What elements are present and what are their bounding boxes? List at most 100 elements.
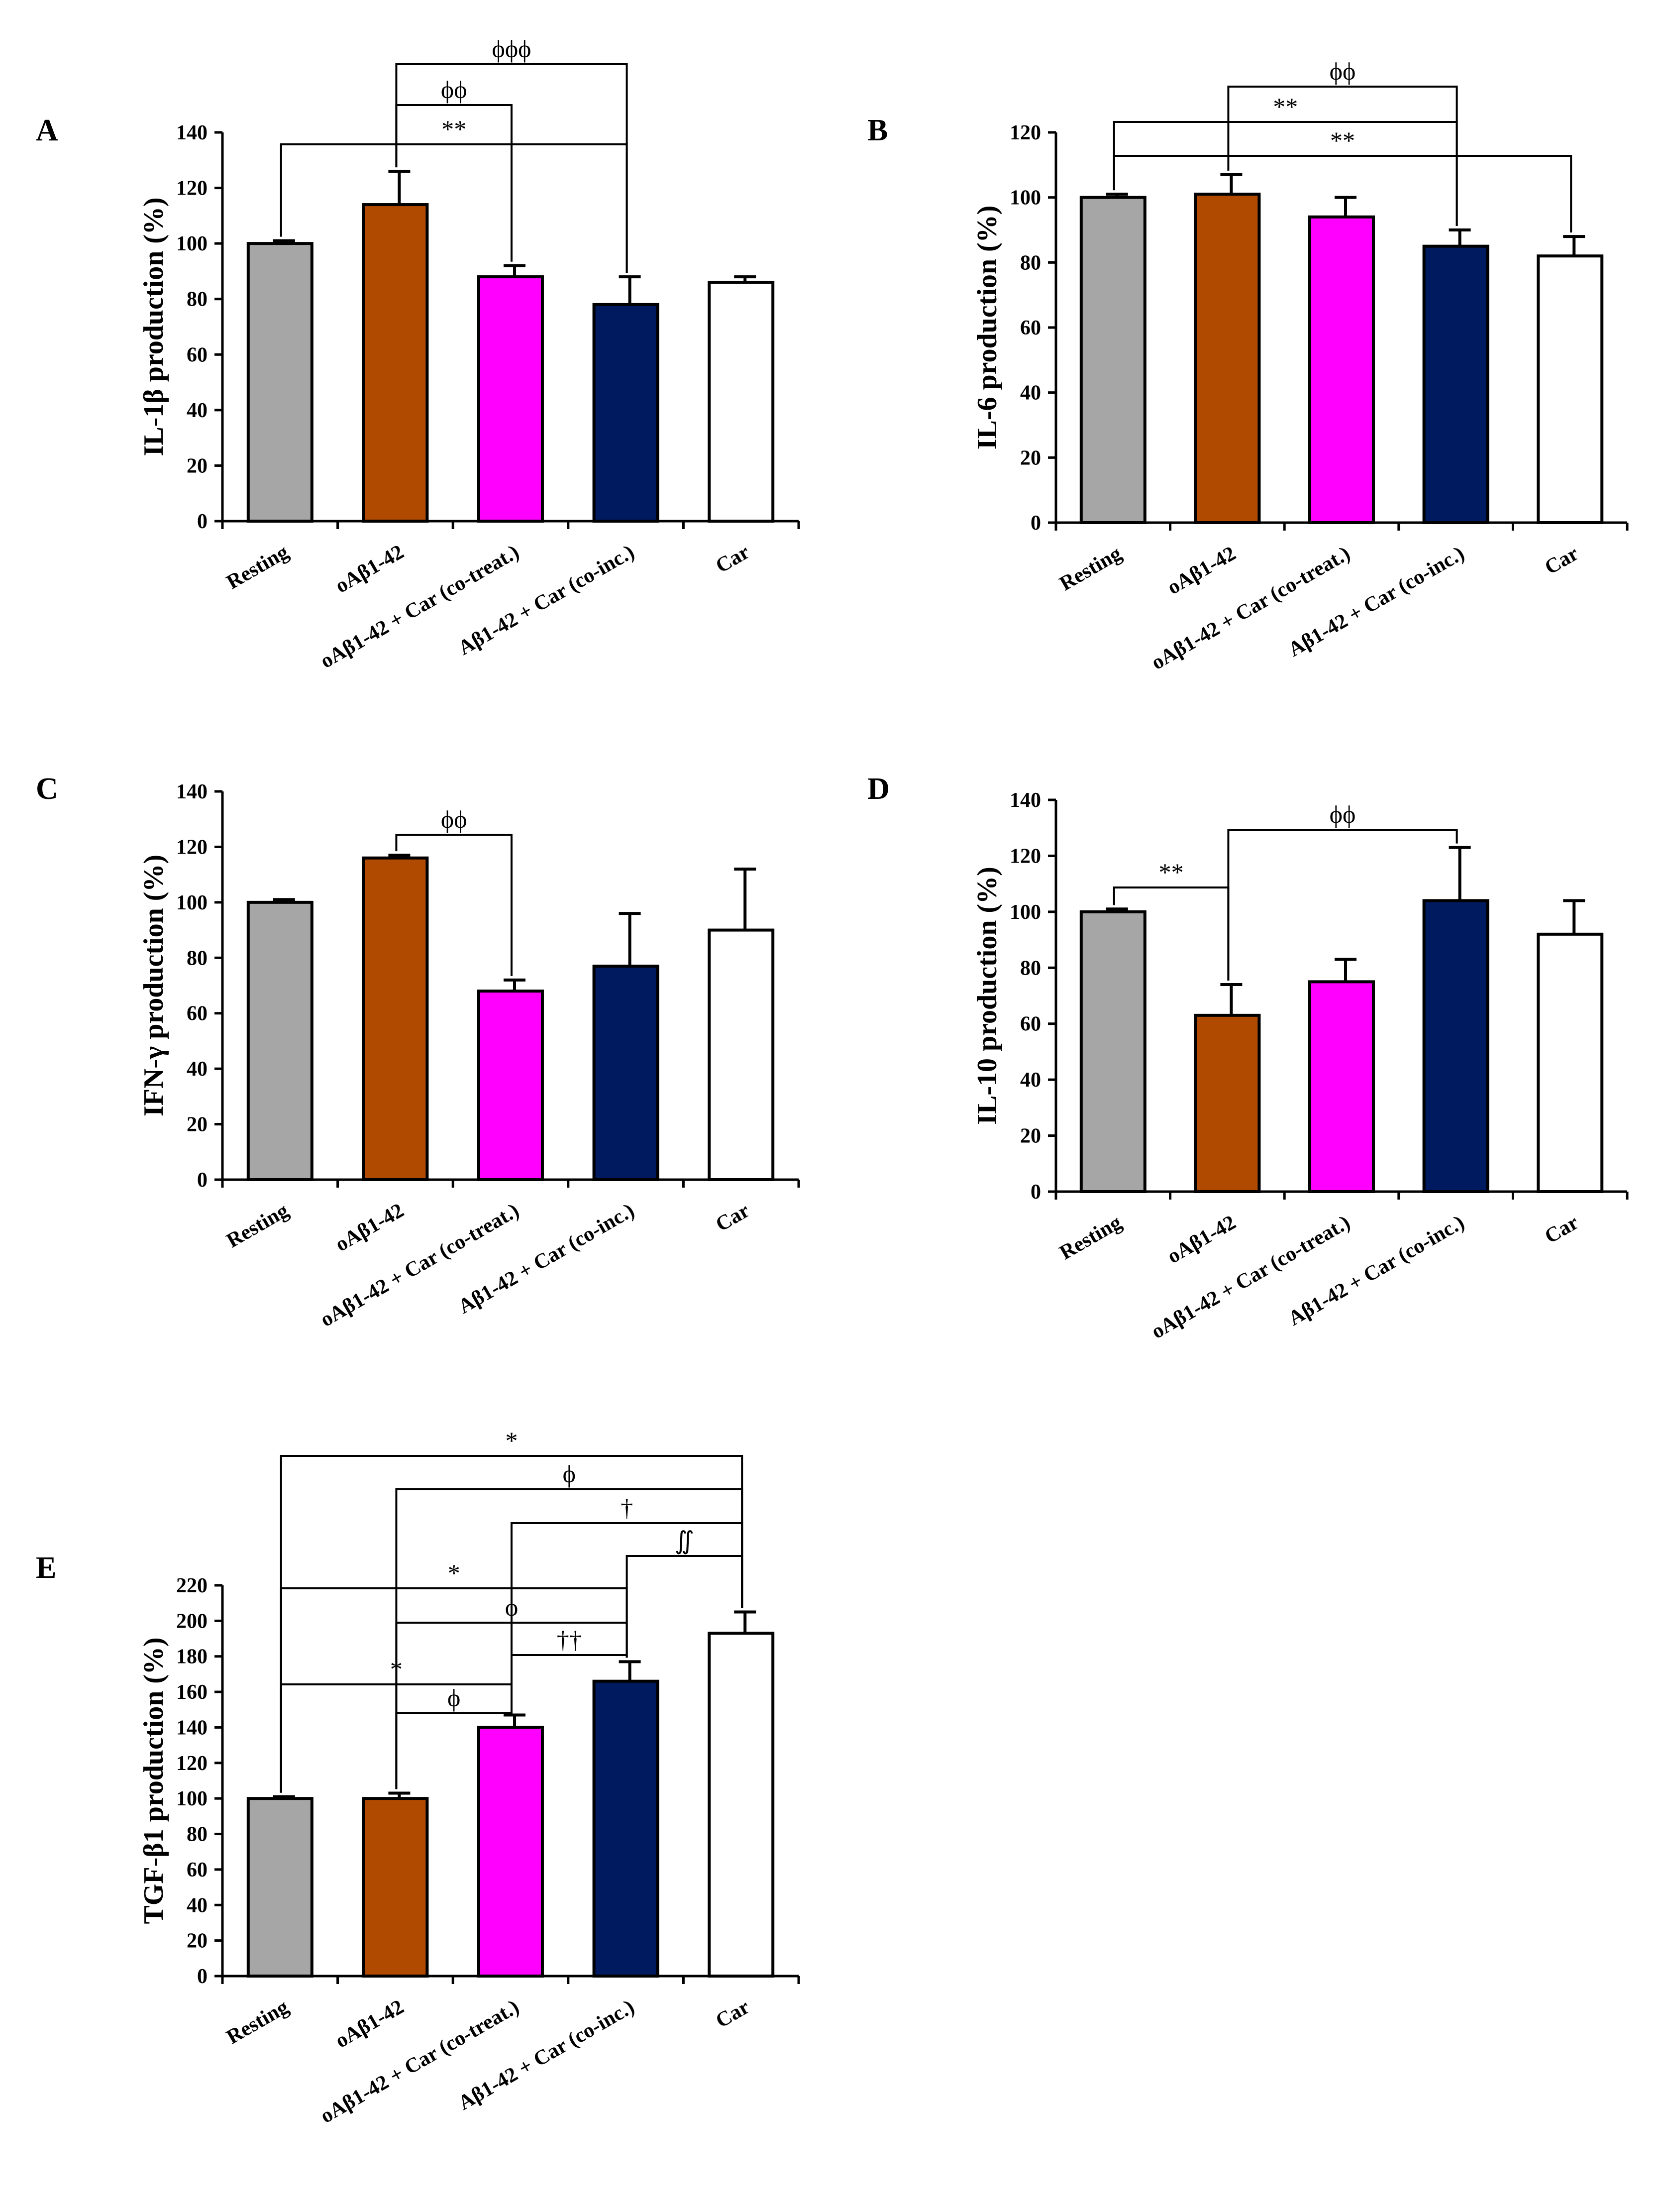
- y-tick-label: 120: [1010, 121, 1041, 144]
- x-tick-label: oAβ1-42 + Car (co-treat.): [316, 541, 523, 673]
- bar-a-1-42-car-co-inc: [592, 1679, 659, 1978]
- y-tick-label: 0: [197, 510, 208, 533]
- y-tick-label: 120: [176, 836, 208, 859]
- y-tick-label: 180: [176, 1646, 208, 1668]
- panel-a: A 0 20 40 60 80 100 120 140 IL-1β production (%) R…: [36, 35, 800, 673]
- significance-label: **: [441, 115, 466, 143]
- significance-bracket: [395, 104, 513, 262]
- y-tick-label: 140: [176, 1716, 208, 1739]
- significance-bracket: [1113, 155, 1572, 233]
- y-tick-label: 100: [1010, 187, 1041, 210]
- x-tick-label: Car: [1541, 1211, 1583, 1248]
- bar-car: [708, 1632, 775, 1978]
- x-tick-label: oAβ1-42: [1163, 1211, 1240, 1268]
- panel-letter: D: [867, 772, 890, 806]
- x-tick-label: oAβ1-42: [331, 1995, 408, 2053]
- significance-label: ϕϕ: [441, 805, 467, 833]
- significance-label: *: [448, 1559, 460, 1587]
- panel-e: E 0 20 40 60 80 100 120 140 160 180 200 220 TGF-β1 pr…: [36, 1427, 800, 2128]
- y-axis-label: IL-1β production (%): [138, 197, 169, 456]
- significance-bracket: [395, 1622, 628, 1789]
- bar-car: [708, 281, 775, 523]
- x-tick-label: Resting: [1056, 1211, 1126, 1265]
- bar-oa-1-42-car-co-treat: [1308, 980, 1375, 1193]
- significance-bracket: [395, 834, 513, 976]
- y-tick-label: 0: [197, 1965, 208, 1988]
- y-tick-label: 20: [1020, 446, 1041, 469]
- panel-letter: A: [36, 113, 58, 147]
- y-tick-label: 200: [176, 1610, 208, 1633]
- significance-label: ϕϕ: [1330, 800, 1356, 828]
- y-tick-label: 140: [176, 780, 208, 803]
- y-tick-label: 140: [176, 121, 208, 144]
- significance-bracket: [1113, 886, 1230, 981]
- bar-oa-1-42: [1194, 1013, 1261, 1193]
- significance-label: **: [1159, 858, 1184, 886]
- x-tick-label: Car: [1541, 542, 1583, 579]
- x-tick-label: oAβ1-42: [331, 1199, 408, 1256]
- x-tick-label: oAβ1-42 + Car (co-treat.): [316, 1199, 523, 1331]
- y-tick-label: 0: [1031, 1181, 1041, 1204]
- panel-letter: E: [36, 1551, 56, 1585]
- panel-letter: B: [867, 113, 888, 147]
- y-tick-label: 120: [1010, 845, 1041, 868]
- panel-b: B 0 20 40 60 80 100 120 IL-6 production (%) Resti…: [867, 57, 1629, 674]
- significance-label: ∬: [675, 1527, 694, 1554]
- significance-label: **: [1273, 93, 1298, 120]
- y-tick-label: 20: [187, 1113, 208, 1136]
- y-axis-label: IFN-γ production (%): [138, 855, 169, 1116]
- bar-resting: [1079, 196, 1147, 524]
- y-tick-label: 100: [1010, 901, 1041, 924]
- y-tick-label: 80: [187, 288, 208, 311]
- bar-oa-1-42: [362, 203, 429, 523]
- significance-bracket: [280, 1683, 513, 1793]
- bar-car: [1537, 932, 1604, 1194]
- bar-oa-1-42: [362, 856, 429, 1181]
- panel-c: C 0 20 40 60 80 100 120 140 IFN-γ production (%) R…: [36, 772, 800, 1331]
- bar-oa-1-42: [362, 1797, 429, 1978]
- bar-car: [1537, 254, 1604, 524]
- y-tick-label: 80: [187, 1823, 208, 1846]
- bar-oa-1-42-car-co-treat: [477, 990, 544, 1181]
- x-tick-label: Resting: [1056, 542, 1126, 596]
- y-tick-label: 20: [1020, 1125, 1041, 1148]
- bar-resting: [246, 242, 313, 523]
- y-tick-label: 60: [1020, 317, 1041, 339]
- x-tick-label: oAβ1-42: [331, 541, 408, 598]
- panel-d: D 0 20 40 60 80 100 120 140 IL-10 production (%) R…: [867, 772, 1629, 1343]
- y-tick-label: 100: [176, 232, 208, 255]
- x-tick-label: oAβ1-42: [1163, 542, 1240, 599]
- significance-label: ††: [557, 1626, 582, 1654]
- y-axis-label: IL-6 production (%): [972, 206, 1003, 450]
- significance-label: *: [390, 1655, 403, 1683]
- y-tick-label: 20: [187, 1930, 208, 1953]
- significance-label: ϕ: [505, 1593, 518, 1621]
- y-tick-label: 80: [1020, 251, 1041, 274]
- x-tick-label: oAβ1-42 + Car (co-treat.): [1147, 542, 1354, 674]
- significance-label: *: [506, 1427, 518, 1454]
- x-tick-label: Car: [712, 1199, 754, 1236]
- y-tick-label: 60: [187, 1859, 208, 1881]
- panel-letter: C: [36, 772, 58, 806]
- y-tick-label: 140: [1010, 789, 1041, 812]
- y-tick-label: 40: [187, 1058, 208, 1081]
- x-tick-label: Resting: [223, 1199, 293, 1253]
- y-tick-label: 100: [176, 1787, 208, 1810]
- bar-oa-1-42-car-co-treat: [477, 275, 544, 523]
- y-tick-label: 60: [1020, 1013, 1041, 1036]
- x-tick-label: oAβ1-42 + Car (co-treat.): [316, 1995, 523, 2128]
- significance-bracket: [395, 1711, 513, 1789]
- y-tick-label: 220: [176, 1574, 208, 1597]
- y-tick-label: 40: [187, 1894, 208, 1917]
- y-tick-label: 60: [187, 343, 208, 366]
- y-tick-label: 80: [187, 947, 208, 970]
- bar-oa-1-42-car-co-treat: [477, 1726, 544, 1978]
- y-tick-label: 120: [176, 177, 208, 200]
- significance-bracket: [1113, 121, 1458, 226]
- significance-bracket: [280, 143, 628, 273]
- y-tick-label: 20: [187, 454, 208, 477]
- bar-oa-1-42: [1194, 193, 1261, 524]
- bar-car: [708, 928, 775, 1181]
- bar-a-1-42-car-co-inc: [592, 303, 659, 523]
